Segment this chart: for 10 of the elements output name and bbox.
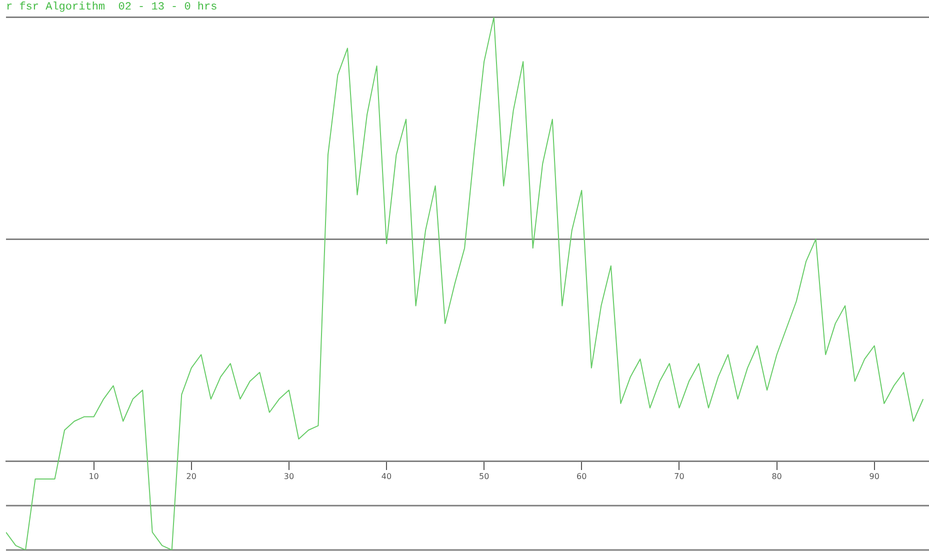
x-tick-label: 90 <box>869 472 880 482</box>
x-tick-label: 50 <box>478 472 490 482</box>
x-tick-label: 40 <box>381 472 392 482</box>
x-tick-label: 20 <box>186 472 196 482</box>
chart-title: r fsr Algorithm 02 - 13 - 0 hrs <box>6 2 218 14</box>
x-tick-label: 30 <box>284 472 294 482</box>
x-tick-label: 60 <box>576 472 587 482</box>
x-tick-label: 70 <box>674 472 684 482</box>
x-tick-label: 10 <box>88 472 99 482</box>
x-tick-label: 80 <box>772 472 782 482</box>
